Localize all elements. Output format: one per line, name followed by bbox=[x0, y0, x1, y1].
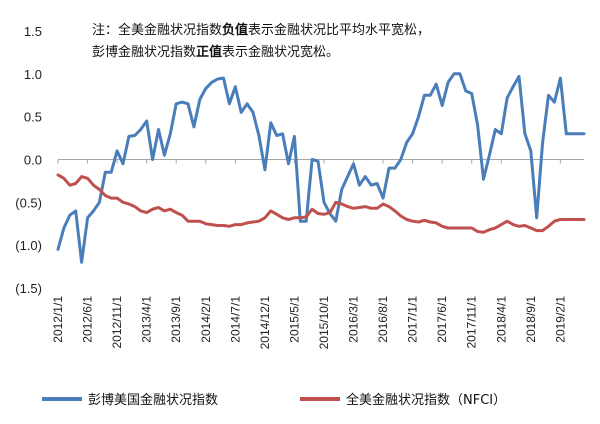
y-tick-label: (0.5) bbox=[15, 195, 42, 210]
x-tick-label: 2016/8/1 bbox=[376, 296, 390, 343]
x-tick-label: 2017/11/1 bbox=[465, 296, 479, 349]
annotation-line-2: 彭博金融状况指数正值表示金融状况宽松。 bbox=[92, 44, 339, 60]
chart-annotation: 注：全美金融状况指数负值表示金融状况比平均水平宽松， 彭博金融状况指数正值表示金… bbox=[92, 22, 430, 60]
annotation-line-1-suffix: 表示金融状况比平均水平宽松， bbox=[248, 22, 430, 38]
annotation-line-1-strong: 负值 bbox=[222, 22, 248, 38]
x-tick-label: 2016/3/1 bbox=[347, 296, 361, 343]
x-tick-label: 2014/2/1 bbox=[199, 296, 213, 343]
y-tick-label: 1.5 bbox=[24, 24, 42, 39]
annotation-line-2-prefix: 彭博金融状况指数 bbox=[92, 44, 196, 60]
annotation-line-2-strong: 正值 bbox=[196, 44, 222, 60]
x-tick-label: 2017/6/1 bbox=[435, 296, 449, 343]
y-tick-label: (1.0) bbox=[15, 238, 42, 253]
chart-legend: 彭博美国金融状况指数 全美金融状况指数（NFCI） bbox=[42, 392, 506, 408]
x-tick-label: 2013/4/1 bbox=[140, 296, 154, 343]
x-tick-label: 2012/11/1 bbox=[110, 296, 124, 349]
x-tick-label: 2014/7/1 bbox=[228, 296, 242, 343]
annotation-line-1-prefix: 注：全美金融状况指数 bbox=[92, 22, 222, 38]
x-tick-label: 2015/5/1 bbox=[287, 296, 301, 343]
x-tick-label: 2019/2/1 bbox=[553, 296, 567, 343]
x-axis-labels: 2012/1/1 2012/6/1 2012/11/1 2013/4/1 2013/9/… bbox=[51, 296, 567, 350]
y-tick-label: 0.0 bbox=[24, 153, 42, 168]
y-tick-label: 0.5 bbox=[24, 110, 42, 125]
annotation-line-1: 注：全美金融状况指数负值表示金融状况比平均水平宽松， bbox=[92, 22, 430, 38]
x-tick-label: 2014/12/1 bbox=[258, 296, 272, 350]
x-axis-ticks bbox=[57, 159, 561, 164]
x-tick-label: 2018/9/1 bbox=[524, 296, 538, 343]
y-axis-labels: 1.5 1.0 0.5 0.0 (0.5) (1.0) (1.5) bbox=[15, 24, 42, 296]
annotation-line-2-suffix: 表示金融状况宽松。 bbox=[222, 44, 339, 60]
y-tick-label: (1.5) bbox=[15, 281, 42, 296]
series-line-bloomberg bbox=[56, 72, 586, 264]
y-tick-label: 1.0 bbox=[24, 67, 42, 82]
x-tick-label: 2012/1/1 bbox=[51, 296, 65, 343]
x-tick-label: 2017/1/1 bbox=[406, 296, 420, 343]
x-tick-label: 2013/9/1 bbox=[169, 296, 183, 343]
series-lines bbox=[56, 72, 586, 264]
legend-label-nfci: 全美金融状况指数（NFCI） bbox=[346, 392, 506, 408]
legend-label-bloomberg: 彭博美国金融状况指数 bbox=[88, 392, 218, 408]
x-tick-label: 2015/10/1 bbox=[317, 296, 331, 350]
series-line-nfci bbox=[56, 173, 586, 234]
x-tick-label: 2018/4/1 bbox=[494, 296, 508, 343]
x-tick-label: 2012/6/1 bbox=[81, 296, 95, 343]
